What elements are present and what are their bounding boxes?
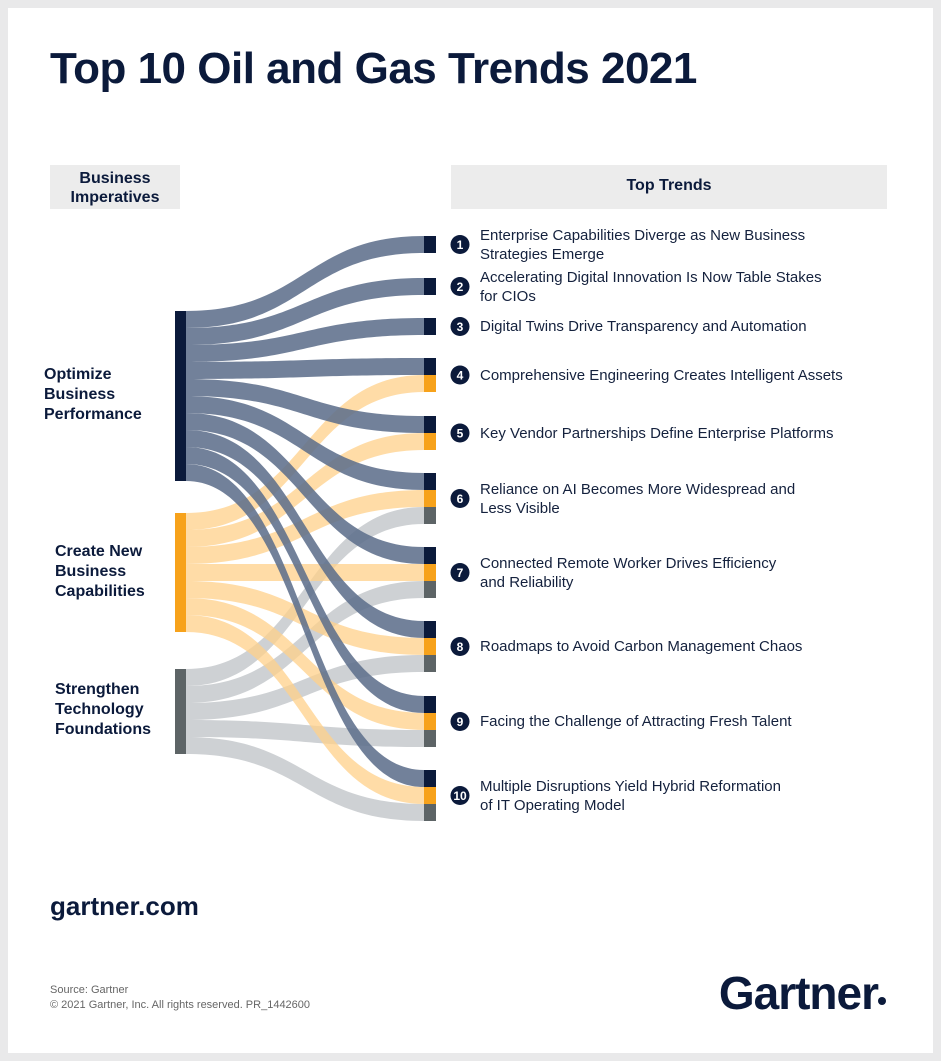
trend-segment [424,507,436,524]
trend-label: for CIOs [480,287,536,305]
trend-segment [424,278,436,295]
imperative-bar [175,513,186,632]
trend-number: 9 [457,715,464,729]
flow-link [186,464,424,787]
trend-label: Strategies Emerge [480,245,605,263]
trend-segment [424,318,436,335]
trend-badge [450,365,470,385]
trend-label: Enterprise Capabilities Diverge as New B… [480,226,806,244]
header: Top Trends [626,177,712,194]
flow-link [186,358,424,379]
flow-link [186,379,424,433]
title: Top 10 Oil and Gas Trends 2021 [50,44,697,93]
imperative-bar [175,669,186,754]
trend-label: Accelerating Digital Innovation Is Now T… [480,268,822,286]
source: Source: Gartner [50,984,129,996]
trend-badge [450,489,470,508]
trend-badge [450,786,470,805]
flow-link [186,396,424,490]
trend-segment [424,581,436,598]
flow-link [186,737,424,821]
trend-number: 5 [457,427,464,441]
trend-segment [424,655,436,672]
trend-number: 3 [457,320,464,334]
trend-label: of IT Operating Model [480,796,625,814]
imperative-label: Optimize Business Performance [44,366,142,423]
flow-link [186,507,424,686]
logo: Gartner [718,967,879,1019]
logo-dot [878,997,886,1005]
trend-badge [450,277,470,296]
trend-label: and Reliability [480,573,574,591]
trend-segment [424,638,436,655]
trend-number: 1 [457,238,464,252]
trend-number: 2 [457,280,464,294]
trend-label: Connected Remote Worker Drives Efficienc… [480,554,777,572]
flow-link [186,236,424,328]
trend-number: 4 [457,369,464,383]
trend-number: 10 [453,789,467,803]
trend-segment [424,236,436,253]
imperative-label: Create New Business Capabilities [55,543,145,600]
trend-badge [450,712,470,731]
trend-label: Multiple Disruptions Yield Hybrid Reform… [480,777,781,795]
trend-segment [424,713,436,730]
trend-badge [450,563,470,582]
trend-segment [424,787,436,804]
flow-link [186,615,424,804]
trend-segment [424,621,436,638]
copyright: © 2021 Gartner, Inc. All rights reserved… [50,999,311,1011]
trend-segment [424,696,436,713]
header-box [451,165,887,209]
trend-badge [450,637,470,656]
trend-segment [424,564,436,581]
trend-segment [424,416,436,433]
trend-segment [424,730,436,747]
trend-label: Roadmaps to Avoid Carbon Management Chao… [480,638,803,655]
trend-label: Comprehensive Engineering Creates Intell… [480,366,843,384]
trend-segment [424,433,436,450]
trend-badge [450,423,470,443]
flow-link [186,598,424,730]
header-box [50,165,180,209]
trend-label: Reliance on AI Becomes More Widespread a… [480,480,796,498]
flow-link [186,581,424,703]
trend-label: Digital Twins Drive Transparency and Aut… [480,318,807,335]
trend-badge [450,235,470,254]
flow-link [186,278,424,345]
trend-badge [450,317,470,336]
trend-segment [424,473,436,490]
trend-segment [424,375,436,392]
trend-label: Less Visible [480,499,560,517]
trend-segment [424,490,436,507]
flow-link [186,447,424,713]
site: gartner.com [50,891,199,921]
trend-segment [424,804,436,821]
trend-number: 6 [457,492,464,506]
imperative-bar [175,311,186,481]
flow-link [186,318,424,362]
trend-segment [424,547,436,564]
flow-link [186,375,424,530]
trend-segment [424,770,436,787]
header: Business Imperatives [70,170,160,206]
flow-link [186,430,424,638]
trend-label: Facing the Challenge of Attracting Fresh… [480,713,792,730]
imperative-label: Strengthen Technology Foundations [55,681,151,738]
trend-number: 8 [457,640,464,654]
trend-segment [424,358,436,375]
flow-link [186,413,424,564]
trend-label: Key Vendor Partnerships Define Enterpris… [480,424,834,442]
trend-number: 7 [457,566,464,580]
